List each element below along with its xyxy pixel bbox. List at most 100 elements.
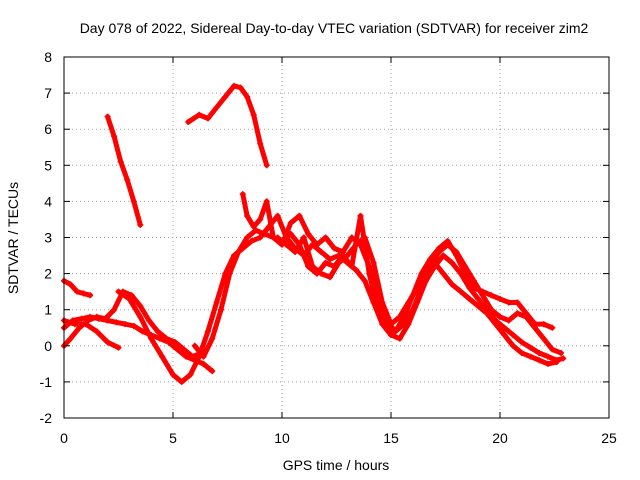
data-point-marker xyxy=(405,299,412,306)
data-point-marker xyxy=(536,350,543,357)
data-point-marker xyxy=(514,299,521,306)
data-point-marker xyxy=(146,317,153,324)
y-tick-label: 0 xyxy=(44,338,52,354)
data-point-marker xyxy=(457,288,464,295)
data-point-marker xyxy=(544,353,551,360)
data-point-marker xyxy=(357,212,364,219)
data-point-marker xyxy=(200,353,207,360)
x-tick-label: 15 xyxy=(383,430,399,446)
data-point-marker xyxy=(422,270,429,277)
data-point-marker xyxy=(353,241,360,248)
data-point-marker xyxy=(257,234,264,241)
data-point-marker xyxy=(239,191,246,198)
data-point-marker xyxy=(322,234,329,241)
data-point-marker xyxy=(187,371,194,378)
data-point-marker xyxy=(263,162,270,169)
x-axis-label: GPS time / hours xyxy=(283,457,390,473)
data-point-marker xyxy=(235,248,242,255)
data-point-marker xyxy=(185,118,192,125)
data-point-marker xyxy=(292,248,299,255)
x-tick-labels: 0 5 10 15 20 25 xyxy=(60,430,617,446)
data-point-marker xyxy=(305,230,312,237)
data-point-marker xyxy=(148,335,155,342)
data-point-marker xyxy=(414,285,421,292)
data-point-marker xyxy=(344,252,351,259)
data-point-marker xyxy=(361,234,368,241)
data-point-marker xyxy=(492,321,499,328)
data-point-marker xyxy=(505,299,512,306)
data-point-marker xyxy=(124,176,131,183)
data-point-marker xyxy=(117,158,124,165)
x-tick-label: 10 xyxy=(274,430,290,446)
data-point-marker xyxy=(128,292,135,299)
y-tick-label: 8 xyxy=(44,49,52,65)
data-point-marker xyxy=(244,234,251,241)
data-point-marker xyxy=(388,321,394,328)
series-line xyxy=(185,83,270,168)
data-point-marker xyxy=(159,353,166,360)
data-point-marker xyxy=(115,344,122,351)
data-point-marker xyxy=(71,321,78,328)
data-point-marker xyxy=(95,315,102,322)
data-point-marker xyxy=(126,295,133,302)
y-tick-label: 2 xyxy=(44,266,52,282)
data-point-marker xyxy=(257,216,264,223)
data-point-marker xyxy=(274,234,281,241)
data-point-marker xyxy=(130,198,137,205)
y-tick-label: -1 xyxy=(40,374,53,390)
data-point-marker xyxy=(501,331,508,338)
data-point-marker xyxy=(440,270,447,277)
data-point-marker xyxy=(322,259,329,266)
data-point-marker xyxy=(475,295,482,302)
data-point-marker xyxy=(326,274,333,281)
y-tick-label: 3 xyxy=(44,230,52,246)
data-point-marker xyxy=(388,331,394,338)
data-point-marker xyxy=(137,221,144,228)
data-point-marker xyxy=(274,212,281,219)
series-line xyxy=(240,191,555,334)
chart-title: Day 078 of 2022, Sidereal Day-to-day VTE… xyxy=(80,20,589,36)
data-point-marker xyxy=(250,111,257,118)
data-point-marker xyxy=(283,241,290,248)
data-point-marker xyxy=(536,357,543,364)
data-point-marker xyxy=(204,115,211,122)
data-point-marker xyxy=(261,230,268,237)
data-point-marker xyxy=(553,359,560,366)
data-point-marker xyxy=(353,266,360,273)
data-point-marker xyxy=(139,328,146,335)
data-point-marker xyxy=(560,355,567,362)
data-point-marker xyxy=(518,350,525,357)
data-point-marker xyxy=(313,241,320,248)
data-point-marker xyxy=(209,335,216,342)
data-point-marker xyxy=(549,346,556,353)
data-point-marker xyxy=(466,295,473,302)
data-point-marker xyxy=(180,346,187,353)
data-point-marker xyxy=(505,317,512,324)
data-point-marker xyxy=(497,295,503,302)
data-point-marker xyxy=(497,313,503,320)
data-point-marker xyxy=(510,342,517,349)
data-point-marker xyxy=(540,335,547,342)
data-point-marker xyxy=(449,259,456,266)
x-tick-label: 0 xyxy=(60,430,68,446)
data-point-marker xyxy=(374,306,381,313)
data-point-marker xyxy=(318,270,325,277)
data-point-marker xyxy=(174,346,181,353)
data-point-marker xyxy=(165,339,172,346)
x-tick-label: 20 xyxy=(492,430,508,446)
data-point-marker xyxy=(122,321,129,328)
data-point-marker xyxy=(113,319,120,326)
data-point-marker xyxy=(217,306,224,313)
data-point-marker xyxy=(200,360,207,367)
data-point-marker xyxy=(82,321,89,328)
data-point-marker xyxy=(549,324,556,331)
data-point-marker xyxy=(462,270,469,277)
series-trace-2 xyxy=(104,113,144,228)
data-point-marker xyxy=(248,238,255,245)
data-point-marker xyxy=(67,335,74,342)
data-point-marker xyxy=(309,263,316,270)
data-point-marker xyxy=(540,321,547,328)
y-tick-label: 5 xyxy=(44,157,52,173)
data-point-marker xyxy=(257,140,264,147)
data-point-marker xyxy=(191,342,198,349)
